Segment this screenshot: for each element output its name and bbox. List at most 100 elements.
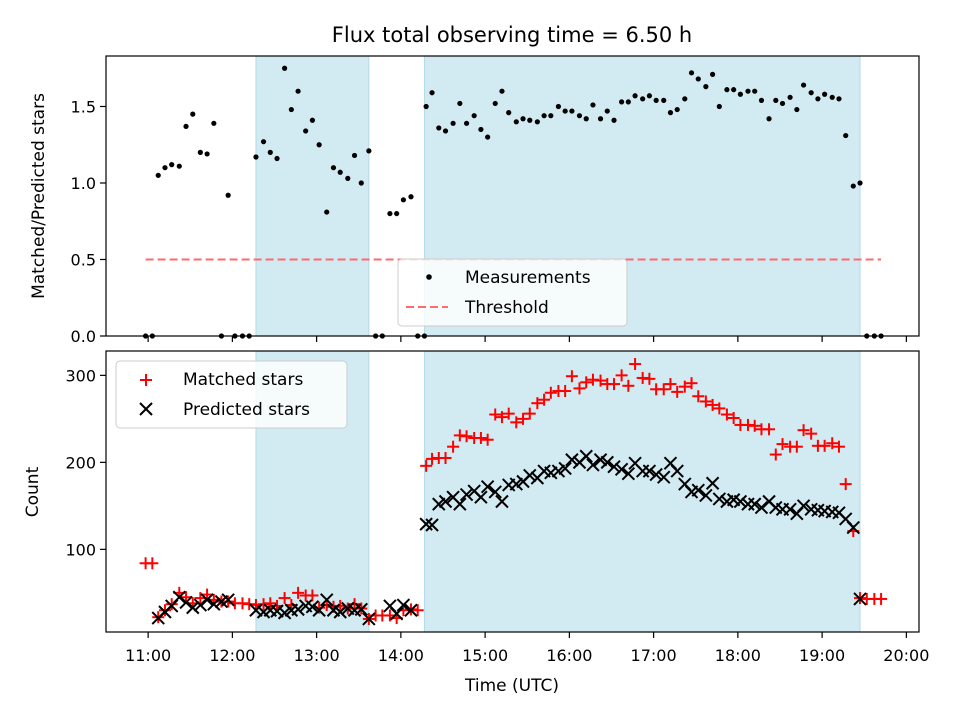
measurement-point: [274, 155, 280, 162]
matched-star-point: [713, 402, 726, 415]
top-shaded-interval: [255, 55, 370, 337]
measurement-point: [562, 108, 568, 114]
predicted-star-point: [207, 597, 221, 611]
predicted-star-point: [172, 590, 187, 604]
legend-measurements-marker: [426, 274, 432, 280]
bottom-legend-box: [115, 360, 348, 429]
predicted-star-point: [558, 461, 572, 476]
predicted-star-point: [459, 487, 474, 502]
predicted-star-point: [320, 593, 334, 607]
predicted-star-point: [642, 464, 657, 478]
matched-star-point: [826, 437, 839, 450]
predicted-star-point: [705, 476, 720, 490]
matched-star-point: [875, 592, 888, 605]
matched-star-point: [608, 378, 621, 391]
measurement-point: [506, 110, 512, 116]
measurement-point: [682, 96, 688, 102]
matched-star-point: [292, 586, 305, 599]
measurement-point: [766, 116, 772, 122]
top-ytick-label: 1.0: [71, 174, 96, 193]
predicted-star-point: [614, 462, 629, 477]
predicted-star-point: [600, 455, 614, 470]
bottom-legend: Matched stars Predicted stars: [115, 360, 348, 429]
measurement-point: [345, 175, 351, 182]
measurement-point: [779, 100, 786, 107]
legend-measurements-label: Measurements: [465, 268, 591, 288]
measurement-point: [604, 108, 610, 114]
matched-star-point: [839, 478, 852, 491]
measurement-point: [822, 91, 828, 97]
matched-star-point: [489, 408, 502, 421]
legend-predicted-label: Predicted stars: [183, 400, 310, 420]
measurement-point: [590, 102, 596, 108]
measurement-point: [295, 88, 301, 94]
measurement-point: [597, 116, 604, 122]
matched-star-point: [531, 397, 544, 410]
matched-star-point: [544, 386, 557, 399]
measurement-point: [513, 119, 519, 125]
figure-title: Flux total observing time = 6.50 h: [332, 23, 692, 47]
bottom-ytick-label: 200: [65, 453, 96, 472]
measurement-point: [485, 134, 491, 140]
measurement-point: [442, 128, 449, 134]
measurement-point: [583, 116, 589, 122]
predicted-star-point: [291, 602, 305, 617]
measurement-point: [709, 71, 716, 77]
matched-star-point: [559, 385, 572, 398]
measurement-point: [731, 87, 737, 93]
measurement-point: [450, 120, 456, 126]
measurement-point: [688, 70, 695, 76]
matched-star-point: [763, 423, 776, 436]
predicted-star-point: [425, 518, 439, 532]
predicted-star-point: [523, 468, 537, 483]
measurement-point: [703, 84, 709, 90]
legend-matched-marker: [140, 374, 152, 386]
measurement-point: [752, 88, 758, 94]
top-legend-box: [397, 258, 628, 327]
bottom-panel-frame: [105, 350, 920, 633]
matched-star-point: [594, 374, 607, 387]
legend-predicted-marker: [139, 402, 153, 416]
measurement-point: [337, 169, 343, 175]
measurement-point: [400, 197, 406, 203]
measurement-point: [478, 126, 484, 133]
measurement-point: [197, 149, 203, 155]
measurement-point: [716, 103, 722, 110]
matched-star-point: [447, 440, 460, 453]
measurement-point: [695, 76, 701, 82]
measurement-point: [829, 94, 835, 100]
measurement-point: [394, 210, 400, 217]
measurement-point: [457, 100, 463, 107]
predicted-star-point: [579, 449, 593, 463]
measurement-point: [225, 192, 231, 198]
matched-star-point: [797, 424, 810, 437]
measurement-point: [471, 113, 477, 119]
matched-star-point: [278, 592, 291, 605]
matched-star-point: [748, 419, 761, 432]
matched-star-point: [818, 439, 831, 452]
matched-star-point: [411, 604, 424, 617]
predicted-star-point: [221, 593, 235, 607]
matched-star-point: [805, 427, 818, 440]
measurement-point: [724, 87, 730, 93]
bottom-ytick-label: 300: [65, 366, 96, 385]
matched-star-point: [573, 382, 586, 395]
predicted-star-point: [179, 595, 193, 610]
measurement-point: [555, 103, 562, 110]
matched-star-point: [622, 379, 635, 392]
matched-star-point: [538, 393, 551, 406]
predicted-star-point: [186, 600, 200, 615]
legend-matched-label: Matched stars: [183, 370, 303, 390]
measurement-point: [316, 142, 322, 148]
measurement-point: [640, 96, 646, 102]
predicted-star-point: [396, 598, 411, 612]
top-ytick-label: 1.5: [71, 97, 96, 116]
matched-star-point: [165, 598, 178, 611]
matched-star-point: [657, 383, 670, 396]
matched-star-point: [264, 597, 277, 610]
measurement-point: [815, 96, 821, 102]
bottom-xtick-label: 20:00: [883, 646, 929, 665]
matched-star-point: [495, 411, 508, 424]
matched-star-point: [580, 376, 593, 389]
measurement-point: [358, 180, 364, 186]
